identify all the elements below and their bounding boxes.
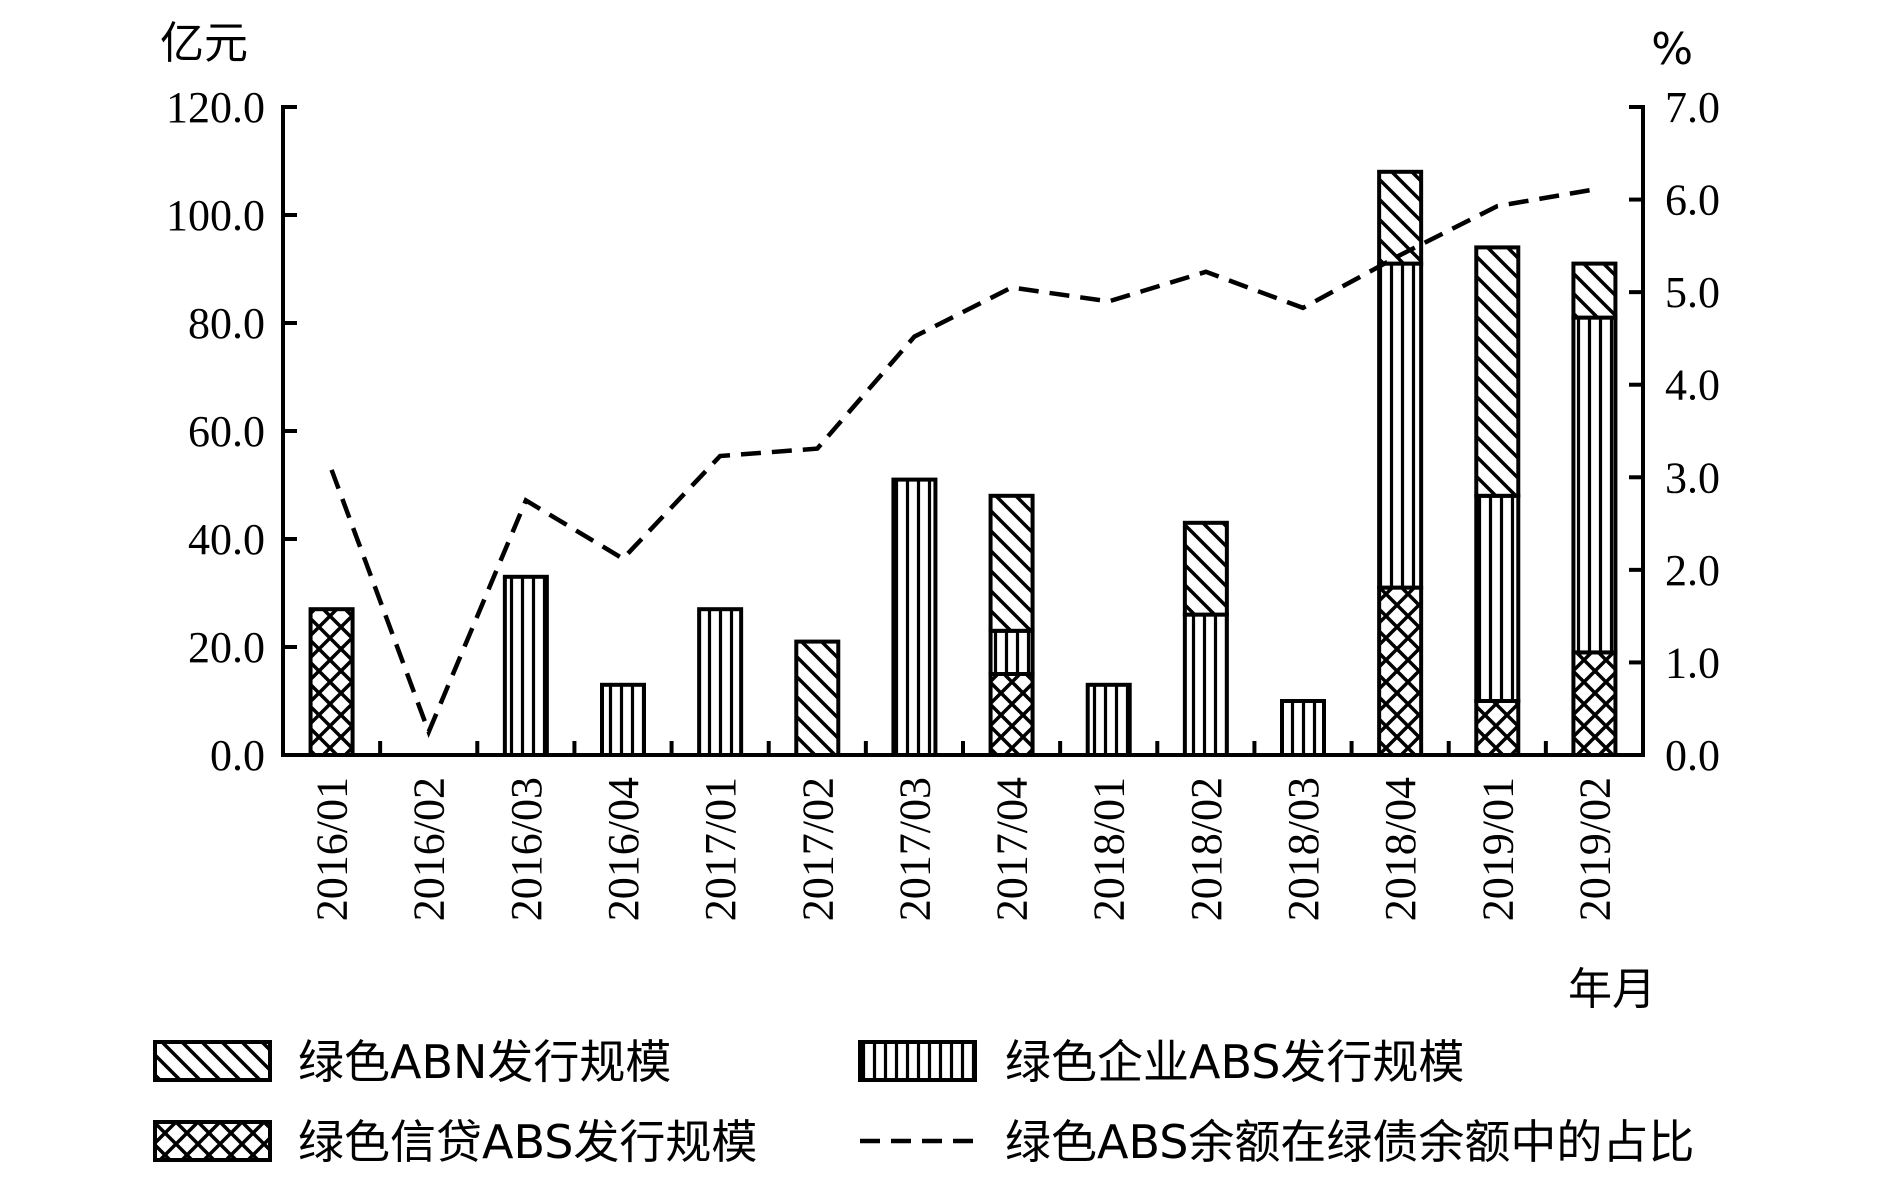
bar-vertical-2016/04 — [600, 682, 646, 757]
bar-diagonal-2018/02 — [1182, 520, 1229, 617]
legend-swatch-abn — [153, 1040, 272, 1082]
left-tick-labels: 0.0 20.0 40.0 60.0 80.0 100.0 120.0 — [166, 83, 265, 780]
x-tick-label-2017/02: 2017/02 — [793, 777, 842, 921]
legend-label-corporate-abs: 绿色企业ABS发行规模 — [1005, 1035, 1464, 1089]
left-tick-label: 80.0 — [188, 299, 265, 348]
left-tick-label: 60.0 — [188, 407, 265, 456]
bar-vertical-2018/02 — [1182, 612, 1229, 757]
legend-label-abn: 绿色ABN发行规模 — [298, 1035, 671, 1089]
x-tick-label-2019/01: 2019/01 — [1473, 777, 1522, 921]
x-tick-label-2017/01: 2017/01 — [696, 777, 745, 921]
bar-vertical-2017/03 — [891, 477, 938, 757]
ratio-line — [329, 187, 1595, 739]
right-axis-unit: % — [1651, 24, 1693, 75]
left-tick-label: 120.0 — [166, 83, 265, 132]
right-tick-label: 6.0 — [1665, 176, 1720, 225]
left-tick-label: 100.0 — [166, 191, 265, 240]
left-tick-label: 40.0 — [188, 515, 265, 564]
right-tick-label: 5.0 — [1665, 268, 1720, 317]
bar-vertical-2019/01 — [1474, 493, 1521, 703]
x-tick-label-2016/02: 2016/02 — [405, 777, 454, 921]
left-axis-unit: 亿元 — [160, 18, 248, 69]
x-tick-label-2017/04: 2017/04 — [988, 777, 1037, 921]
x-tick-label-2018/01: 2018/01 — [1085, 777, 1134, 921]
x-tick-label-2018/04: 2018/04 — [1376, 777, 1425, 921]
bar-diagonal-2018/04 — [1377, 169, 1424, 266]
legend-swatch-corporate-abs — [858, 1040, 977, 1082]
legend: 绿色ABN发行规模 绿色企业ABS发行规模 绿色信贷ABS发行规模 绿色ABS余… — [153, 1035, 1694, 1169]
bar-crosshatch-2017/04 — [988, 672, 1035, 757]
bar-vertical-2019/02 — [1571, 315, 1618, 655]
x-tick-label-2018/02: 2018/02 — [1182, 777, 1231, 921]
bar-diagonal-2017/04 — [988, 493, 1035, 633]
right-tick-labels: 0.0 1.0 2.0 3.0 4.0 5.0 6.0 7.0 — [1665, 83, 1720, 780]
bar-vertical-2016/03 — [502, 574, 549, 757]
bar-vertical-2017/01 — [697, 607, 744, 758]
left-tick-label: 20.0 — [188, 623, 265, 672]
x-tick-label-2016/01: 2016/01 — [308, 777, 357, 921]
bar-diagonal-2019/02 — [1571, 261, 1618, 320]
right-tick-label: 2.0 — [1665, 546, 1720, 595]
right-tick-label: 1.0 — [1665, 638, 1720, 687]
bar-diagonal-2019/01 — [1474, 245, 1521, 498]
right-tick-label: 7.0 — [1665, 83, 1720, 132]
bar-vertical-2017/04 — [988, 628, 1035, 676]
x-tick-label-2017/03: 2017/03 — [890, 777, 939, 921]
bar-crosshatch-2019/01 — [1474, 699, 1521, 757]
bar-crosshatch-2016/01 — [308, 607, 355, 758]
x-tick-labels: 2016/01 2016/02 2016/03 2016/04 2017/01 2017/… — [308, 777, 1620, 921]
legend-label-ratio: 绿色ABS余额在绿债余额中的占比 — [1005, 1115, 1694, 1169]
bar-vertical-2018/03 — [1280, 699, 1326, 757]
axes — [281, 105, 1645, 757]
right-tick-label: 3.0 — [1665, 453, 1720, 502]
legend-swatch-credit-abs — [153, 1120, 272, 1162]
bar-vertical-2018/04 — [1377, 261, 1424, 590]
bar-crosshatch-2018/04 — [1377, 585, 1424, 757]
bar-diagonal-2017/02 — [794, 639, 841, 757]
x-tick-label-2016/04: 2016/04 — [599, 777, 648, 921]
legend-label-credit-abs: 绿色信贷ABS发行规模 — [298, 1115, 757, 1169]
bar-crosshatch-2019/02 — [1571, 650, 1618, 758]
x-tick-label-2016/03: 2016/03 — [502, 777, 551, 921]
right-tick-label: 4.0 — [1665, 361, 1720, 410]
x-tick-label-2018/03: 2018/03 — [1279, 777, 1328, 921]
bar-vertical-2018/01 — [1085, 682, 1132, 757]
bars — [308, 169, 1618, 758]
x-axis-label: 年月 — [1568, 964, 1656, 1015]
left-tick-label: 0.0 — [210, 731, 265, 780]
x-tick-label-2019/02: 2019/02 — [1570, 777, 1619, 921]
right-tick-label: 0.0 — [1665, 731, 1720, 780]
